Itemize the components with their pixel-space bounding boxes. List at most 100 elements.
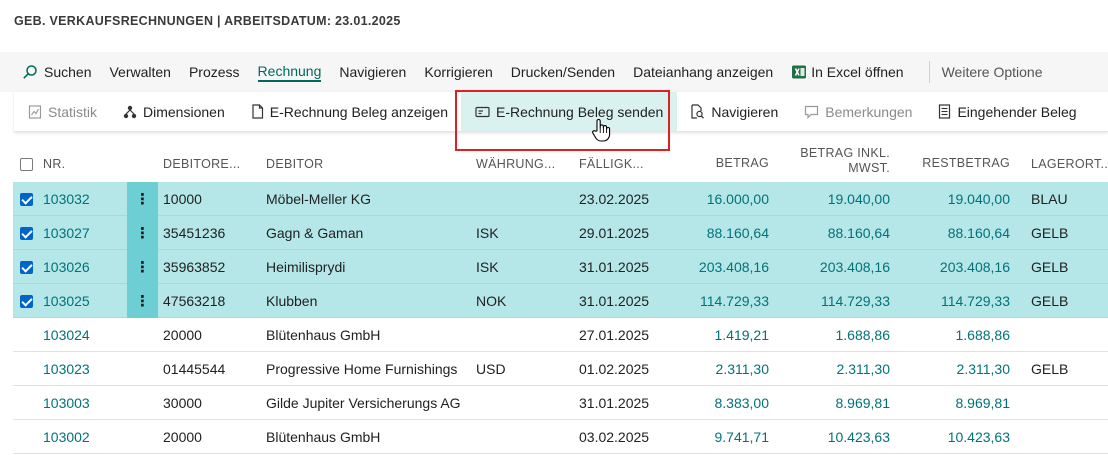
cell-betrag-inkl[interactable]: 114.729,33 xyxy=(820,293,890,309)
dimensionen-label: Dimensionen xyxy=(143,103,225,120)
col-header-debitor[interactable]: DEBITOR xyxy=(266,156,324,171)
cell-betrag-inkl[interactable]: 2.311,30 xyxy=(836,361,890,377)
row-checkbox[interactable] xyxy=(20,386,40,420)
cell-waehrung: NOK xyxy=(476,293,507,309)
open-in-excel-button[interactable]: In Excel öffnen xyxy=(782,52,912,92)
cell-debitor: Progressive Home Furnishings xyxy=(266,361,458,377)
cell-betrag[interactable]: 114.729,33 xyxy=(699,293,769,309)
cell-restbetrag[interactable]: 19.040,00 xyxy=(947,191,1010,207)
tab-rechnung-label: Rechnung xyxy=(257,63,322,82)
cell-betrag[interactable]: 203.408,16 xyxy=(698,259,769,275)
cell-betrag-inkl[interactable]: 8.969,81 xyxy=(835,395,891,411)
more-options-label: Weitere Optione xyxy=(941,64,1043,80)
row-checkbox[interactable] xyxy=(20,216,40,250)
select-all-checkbox[interactable] xyxy=(20,140,40,182)
row-checkbox[interactable] xyxy=(20,318,40,352)
chart-icon xyxy=(28,104,42,119)
table-row[interactable]: 103026 ⋮ 35963852 Heimilisprydi ISK 31.01.202… xyxy=(13,250,1108,284)
cell-betrag[interactable]: 9.741,71 xyxy=(714,429,770,445)
cell-faellig: 31.01.2025 xyxy=(579,293,650,309)
table-row[interactable]: 103024 20000 Blütenhaus GmbH 27.01.2025 1.41… xyxy=(13,318,1108,352)
cell-restbetrag[interactable]: 10.423,63 xyxy=(947,429,1010,445)
cell-betrag-inkl[interactable]: 19.040,00 xyxy=(827,191,890,207)
tab-verwalten[interactable]: Verwalten xyxy=(100,52,179,92)
cell-restbetrag[interactable]: 203.408,16 xyxy=(939,259,1010,275)
table-body: 103032 ⋮ 10000 Möbel-Meller KG 23.02.2025 16.… xyxy=(13,182,1108,454)
cell-nr[interactable]: 103027 xyxy=(43,225,90,241)
row-actions-menu-icon[interactable]: ⋮ xyxy=(127,284,158,318)
row-actions-menu-icon[interactable]: ⋮ xyxy=(127,250,158,284)
cell-lagerort: GELB xyxy=(1031,259,1069,275)
cell-betrag-inkl[interactable]: 1.688,86 xyxy=(835,327,891,343)
statistik-button[interactable]: Statistik xyxy=(14,92,110,131)
col-header-betrag[interactable]: BETRAG xyxy=(715,156,769,170)
col-header-betrag-inkl[interactable]: BETRAG INKL. MWST. xyxy=(793,140,890,182)
table-header: NR. DEBITORE... DEBITOR WÄHRUNG... FÄLLI… xyxy=(13,140,1108,182)
tab-rechnung[interactable]: Rechnung xyxy=(249,52,331,92)
cell-faellig: 29.01.2025 xyxy=(579,225,650,241)
tab-korrigieren[interactable]: Korrigieren xyxy=(415,52,501,92)
send-document-icon xyxy=(475,106,490,118)
row-checkbox[interactable] xyxy=(20,182,40,216)
e-rechnung-anzeigen-button[interactable]: E-Rechnung Beleg anzeigen xyxy=(238,92,461,131)
cell-betrag[interactable]: 88.160,64 xyxy=(706,225,769,241)
cell-betrag-inkl[interactable]: 88.160,64 xyxy=(827,225,890,241)
cell-betrag[interactable]: 1.419,21 xyxy=(714,327,770,343)
cell-nr[interactable]: 103032 xyxy=(43,191,90,207)
cell-nr[interactable]: 103026 xyxy=(43,259,90,275)
row-actions-menu-icon[interactable]: ⋮ xyxy=(127,182,158,216)
cell-betrag-inkl[interactable]: 10.423,63 xyxy=(827,429,890,445)
tab-prozess[interactable]: Prozess xyxy=(180,52,249,92)
cell-restbetrag[interactable]: 88.160,64 xyxy=(947,225,1010,241)
separator xyxy=(928,61,930,83)
action-bar: Suchen Verwalten Prozess Rechnung Navigi… xyxy=(0,52,1108,92)
col-header-restbetrag[interactable]: RESTBETRAG xyxy=(922,156,1010,170)
open-in-excel-label: In Excel öffnen xyxy=(811,64,904,80)
tab-drucken-senden[interactable]: Drucken/Senden xyxy=(502,52,624,92)
navigieren-button[interactable]: Navigieren xyxy=(677,92,791,131)
cell-nr[interactable]: 103024 xyxy=(43,327,90,343)
cell-restbetrag[interactable]: 2.311,30 xyxy=(956,361,1010,377)
cell-nr[interactable]: 103023 xyxy=(43,361,90,377)
cell-debitor: Heimilisprydi xyxy=(266,259,346,275)
col-header-faellig[interactable]: FÄLLIGK... xyxy=(579,156,644,171)
row-checkbox[interactable] xyxy=(20,420,40,454)
bemerkungen-button[interactable]: Bemerkungen xyxy=(791,92,925,131)
more-options-button[interactable]: Weitere Optione xyxy=(942,52,1043,92)
col-header-lagerort[interactable]: LAGERORT... xyxy=(1031,156,1108,171)
cell-betrag[interactable]: 16.000,00 xyxy=(706,191,769,207)
table-row[interactable]: 103027 ⋮ 35451236 Gagn & Gaman ISK 29.01.2025… xyxy=(13,216,1108,250)
col-header-nr[interactable]: NR. xyxy=(43,156,66,171)
cell-betrag-inkl[interactable]: 203.408,16 xyxy=(819,259,890,275)
row-checkbox[interactable] xyxy=(20,352,40,386)
table-row[interactable]: 103003 30000 Gilde Jupiter Versicherungs A… xyxy=(13,386,1108,420)
cell-lagerort: GELB xyxy=(1031,361,1069,377)
dimensionen-button[interactable]: Dimensionen xyxy=(110,92,238,131)
tab-navigieren[interactable]: Navigieren xyxy=(330,52,415,92)
row-checkbox[interactable] xyxy=(20,284,40,318)
cell-restbetrag[interactable]: 8.969,81 xyxy=(955,395,1011,411)
col-header-debitor-nr[interactable]: DEBITORE... xyxy=(163,156,241,171)
e-rechnung-senden-button[interactable]: E-Rechnung Beleg senden xyxy=(460,92,678,131)
row-checkbox[interactable] xyxy=(20,250,40,284)
cell-restbetrag[interactable]: 1.688,86 xyxy=(955,327,1011,343)
search-action[interactable]: Suchen xyxy=(0,52,100,92)
table-row[interactable]: 103025 ⋮ 47563218 Klubben NOK 31.01.2025 114.7… xyxy=(13,284,1108,318)
dimensions-icon xyxy=(123,105,137,119)
table-row[interactable]: 103023 01445544 Progressive Home Furnishin… xyxy=(13,352,1108,386)
eingehender-beleg-button[interactable]: Eingehender Beleg xyxy=(925,92,1089,131)
table-row[interactable]: 103002 20000 Blütenhaus GmbH 03.02.2025 9.74… xyxy=(13,420,1108,454)
col-header-waehrung[interactable]: WÄHRUNG... xyxy=(476,156,556,171)
cell-waehrung xyxy=(476,182,566,216)
table-row[interactable]: 103032 ⋮ 10000 Möbel-Meller KG 23.02.2025 16.… xyxy=(13,182,1108,216)
cell-restbetrag[interactable]: 114.729,33 xyxy=(940,293,1010,309)
cell-nr[interactable]: 103003 xyxy=(43,395,90,411)
e-rechnung-anzeigen-label: E-Rechnung Beleg anzeigen xyxy=(269,103,448,120)
cell-nr[interactable]: 103002 xyxy=(43,429,90,445)
cell-betrag[interactable]: 8.383,00 xyxy=(714,395,770,411)
tab-dateianhang[interactable]: Dateianhang anzeigen xyxy=(624,52,782,92)
cell-debitor-nr: 47563218 xyxy=(163,293,226,309)
cell-betrag[interactable]: 2.311,30 xyxy=(715,361,769,377)
row-actions-menu-icon[interactable]: ⋮ xyxy=(127,216,158,250)
cell-nr[interactable]: 103025 xyxy=(43,293,90,309)
